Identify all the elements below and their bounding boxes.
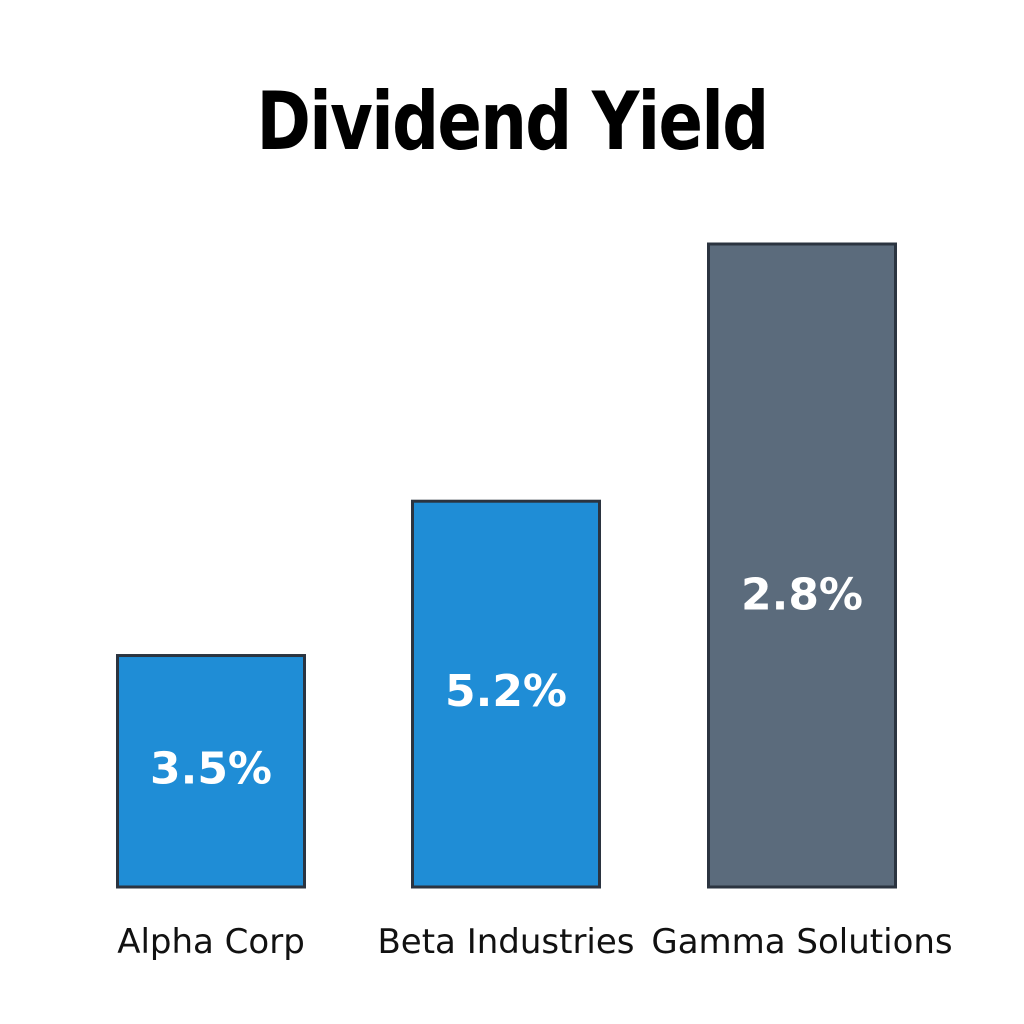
category-label-1: Beta Industries: [377, 922, 634, 962]
category-label-0: Alpha Corp: [117, 922, 305, 962]
category-label-2: Gamma Solutions: [651, 922, 952, 962]
bar-0: [116, 654, 306, 889]
bar-value-label-2: 2.8%: [741, 570, 863, 621]
bar-value-label-0: 3.5%: [150, 743, 272, 794]
chart-title: Dividend Yield: [256, 75, 769, 168]
bar-1: [411, 499, 601, 889]
bar-value-label-1: 5.2%: [445, 666, 567, 717]
bar-2: [707, 242, 897, 889]
